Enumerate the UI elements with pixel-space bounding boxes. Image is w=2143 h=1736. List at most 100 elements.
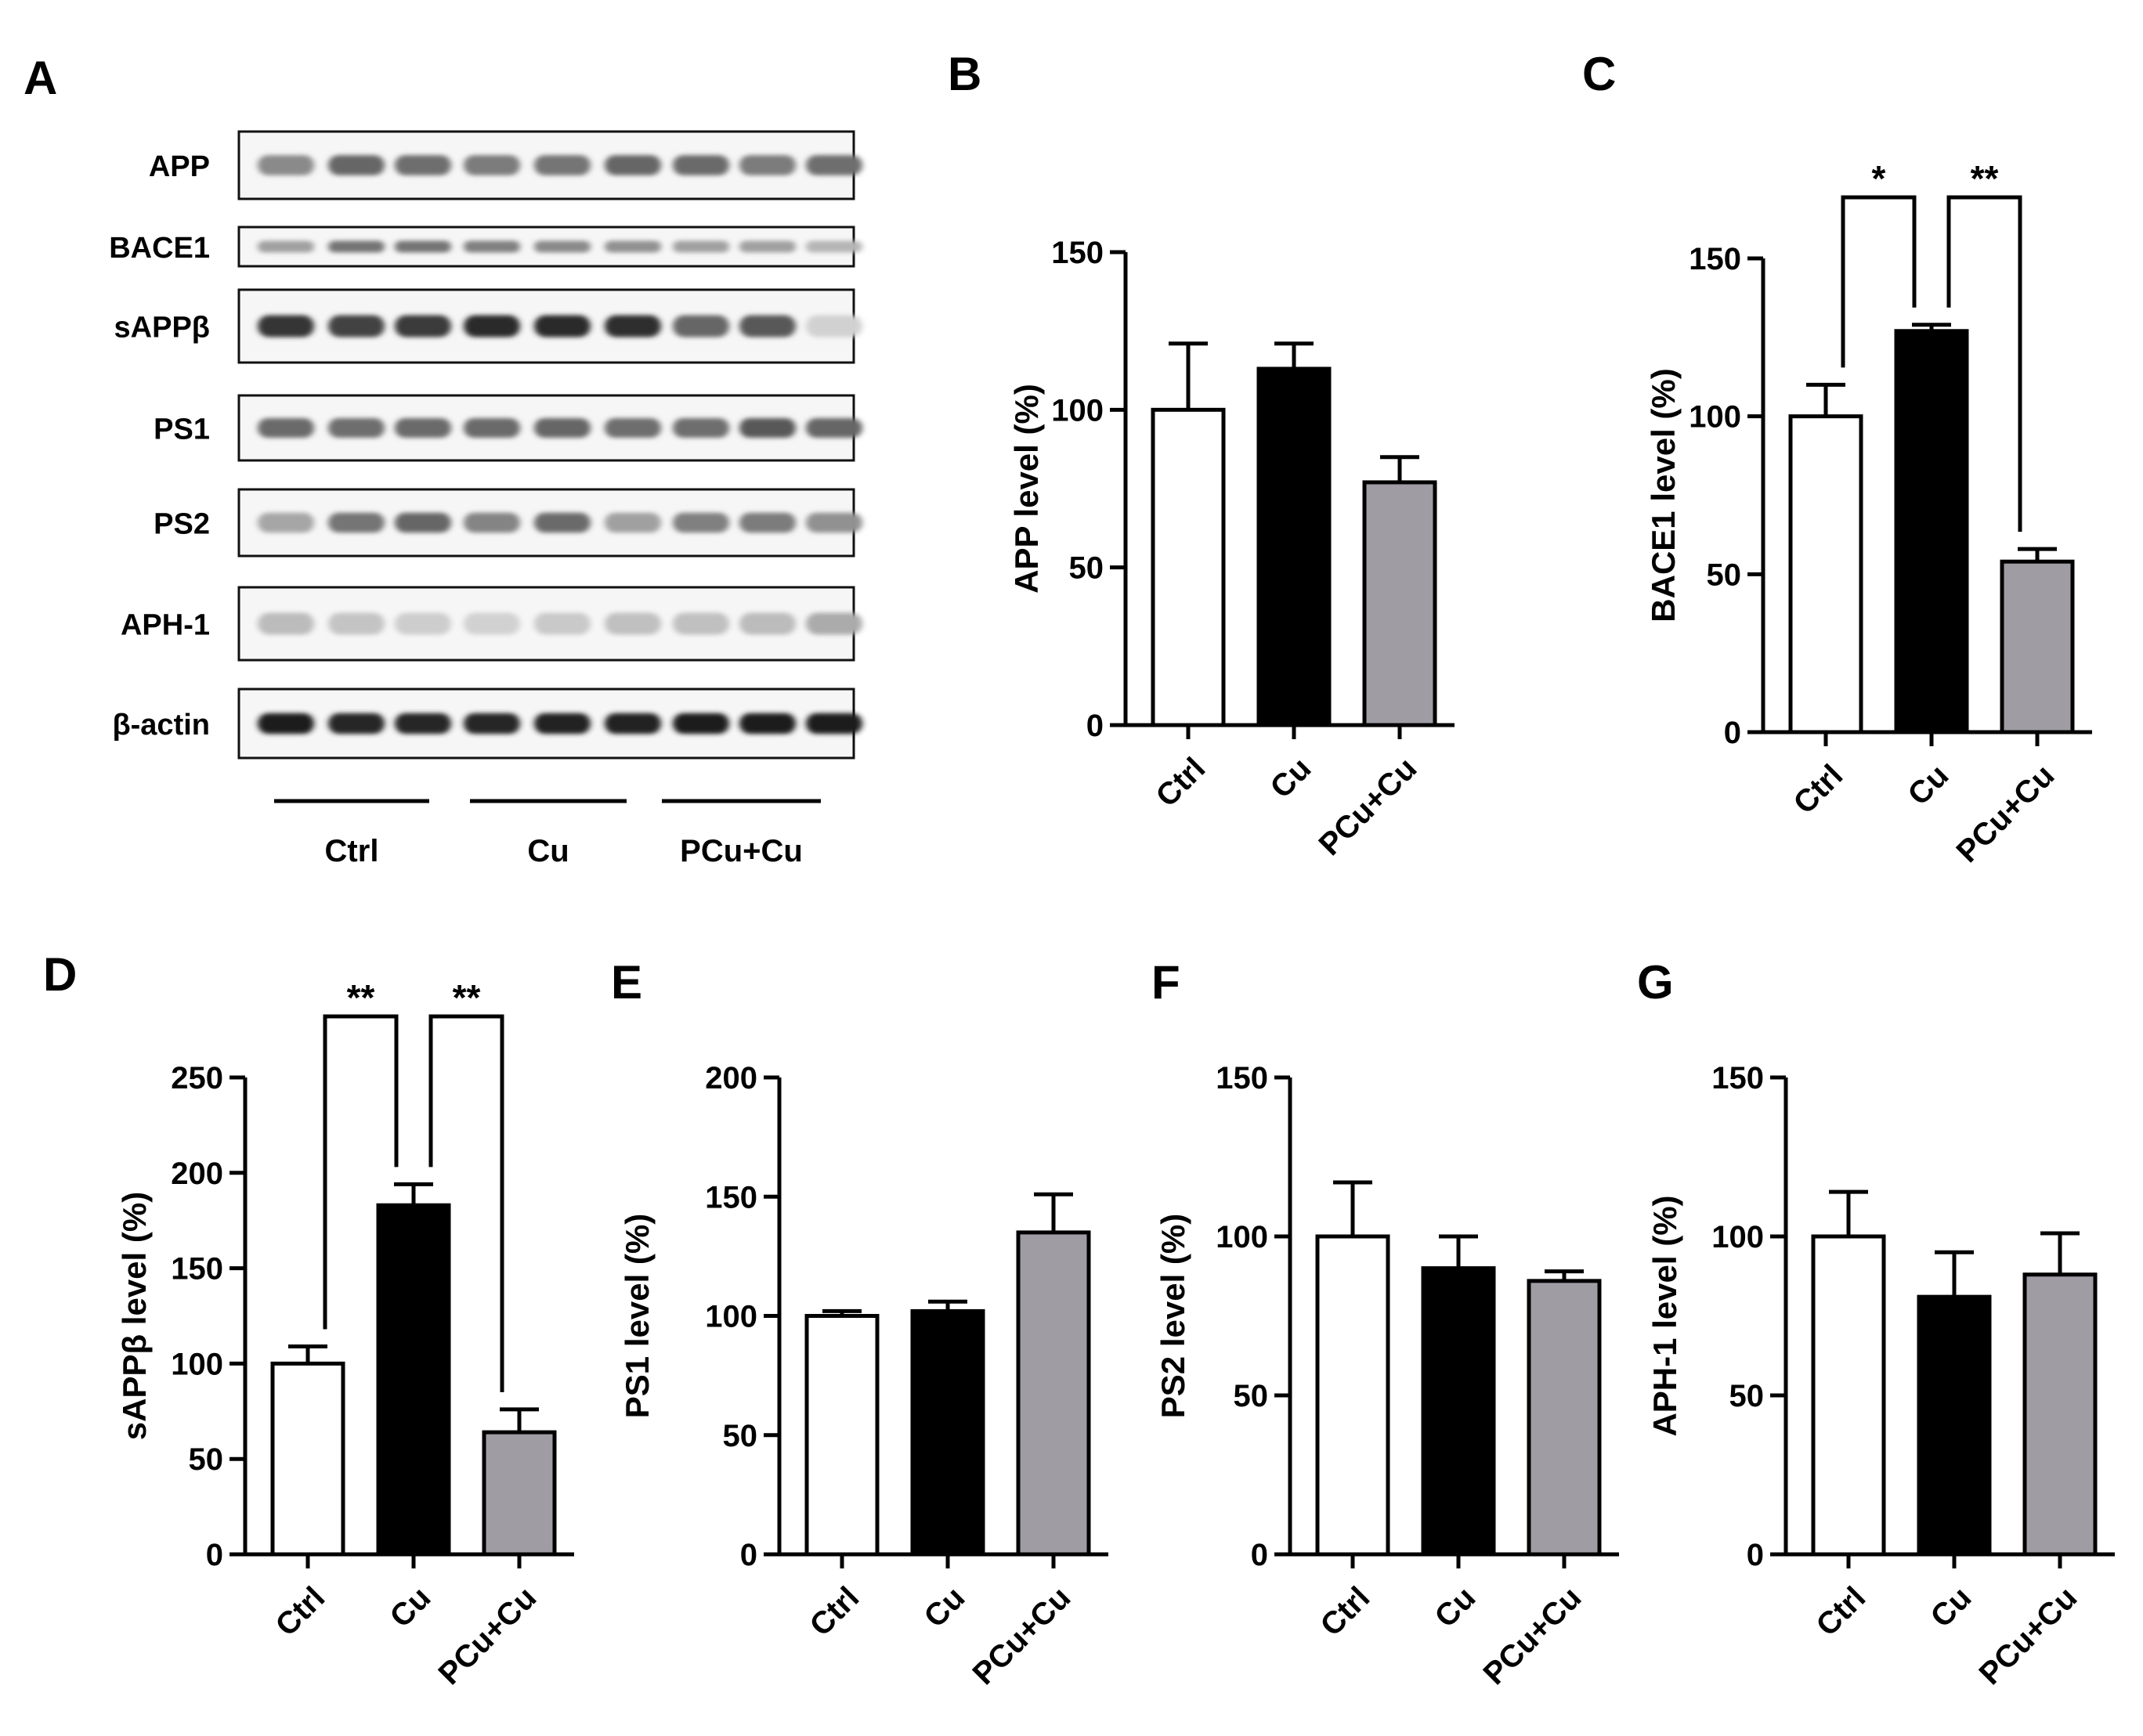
- blot-row-3: PS1: [154, 394, 862, 462]
- y-tick-label: 250: [171, 1061, 223, 1095]
- blot-band: [739, 713, 796, 734]
- bar-pcu-cu: [482, 1430, 557, 1557]
- blot-band: [258, 418, 314, 438]
- bar-ctrl: [270, 1361, 345, 1557]
- x-tick-label: Ctrl: [1314, 1580, 1377, 1643]
- blot-band: [605, 612, 661, 635]
- y-tick-label: 0: [206, 1538, 223, 1572]
- panel-letter-f: F: [1151, 956, 1180, 1009]
- y-tick-label: 150: [1216, 1061, 1268, 1095]
- blot-band: [673, 418, 729, 438]
- blot-band: [464, 155, 520, 175]
- x-tick-label: PCu+Cu: [1972, 1580, 2083, 1691]
- blot-band: [673, 240, 729, 253]
- blot-band: [534, 512, 591, 533]
- y-tick-label: 200: [705, 1061, 757, 1095]
- blot-band: [605, 512, 661, 533]
- blot-band: [605, 155, 661, 175]
- blot-band: [395, 315, 451, 337]
- blot-band: [739, 315, 796, 337]
- panel-letter-b: B: [948, 48, 981, 100]
- x-tick-label: Cu: [1429, 1580, 1483, 1634]
- y-tick-label: 100: [1689, 400, 1741, 435]
- blot-band: [673, 612, 729, 635]
- blot-label: β-actin: [112, 709, 210, 742]
- x-tick-label: Cu: [1264, 751, 1318, 805]
- significance-label: **: [453, 977, 481, 1018]
- y-tick-label: 150: [1051, 236, 1104, 270]
- blot-row-1: BACE1: [109, 226, 862, 268]
- y-axis-label: PS2 level (%): [1155, 1214, 1191, 1418]
- y-tick-label: 0: [740, 1538, 757, 1572]
- blot-label: APH-1: [121, 609, 210, 642]
- bar-cu: [1256, 366, 1332, 727]
- blot-row-4: PS2: [154, 488, 862, 558]
- significance-bracket: [1946, 195, 2022, 532]
- x-tick-label: PCu+Cu: [966, 1580, 1077, 1691]
- y-tick-label: 150: [171, 1252, 223, 1287]
- blot-band: [464, 418, 520, 438]
- blot-band: [605, 713, 661, 734]
- blot-band: [673, 155, 729, 175]
- y-tick-label: 50: [723, 1419, 758, 1453]
- x-tick-label: PCu+Cu: [432, 1580, 543, 1691]
- blot-band: [258, 155, 314, 175]
- y-tick-label: 200: [171, 1157, 223, 1191]
- blot-band: [806, 713, 862, 734]
- blot-row-5: APH-1: [121, 586, 862, 662]
- blot-label: PS1: [154, 413, 210, 446]
- blot-band: [464, 512, 520, 533]
- y-tick-label: 150: [705, 1180, 757, 1214]
- panel-letter-g: G: [1637, 956, 1674, 1009]
- y-axis-label: BACE1 level (%): [1645, 368, 1682, 622]
- y-axis-label: PS1 level (%): [619, 1214, 656, 1418]
- bar-ctrl: [1811, 1234, 1886, 1557]
- blot-band: [328, 713, 385, 734]
- blot-band: [739, 240, 796, 253]
- bar-pcu-cu: [1016, 1230, 1091, 1557]
- y-tick-label: 0: [1747, 1538, 1764, 1572]
- blot-band: [395, 713, 451, 734]
- blot-band: [258, 713, 314, 734]
- blot-band: [464, 612, 520, 635]
- x-tick-label: Cu: [1924, 1580, 1979, 1634]
- blot-band: [328, 512, 385, 533]
- blot-band: [673, 512, 729, 533]
- y-tick-label: 100: [1051, 393, 1104, 428]
- x-tick-label: Cu: [1902, 758, 1956, 812]
- panel-letter-d: D: [43, 948, 77, 1001]
- bar-ctrl: [804, 1314, 880, 1557]
- bar-cu: [376, 1203, 451, 1557]
- blot-band: [673, 315, 729, 337]
- y-tick-label: 50: [189, 1442, 224, 1477]
- blot-band: [806, 155, 862, 175]
- panel-letter-c: C: [1582, 48, 1616, 100]
- y-axis-label: APH-1 level (%): [1646, 1195, 1683, 1436]
- group-label: Ctrl: [325, 834, 379, 868]
- bar-ctrl: [1788, 414, 1863, 734]
- x-tick-label: PCu+Cu: [1312, 751, 1423, 862]
- y-tick-label: 50: [1729, 1379, 1765, 1413]
- blot-band: [534, 315, 591, 337]
- blot-band: [328, 315, 385, 337]
- blot-band: [395, 155, 451, 175]
- blot-band: [258, 315, 314, 337]
- blot-band: [739, 418, 796, 438]
- significance-label: **: [1971, 158, 1999, 199]
- bar-pcu-cu: [1362, 480, 1437, 727]
- blot-band: [605, 315, 661, 337]
- x-tick-label: Ctrl: [1150, 751, 1212, 814]
- bar-pcu-cu: [1527, 1279, 1602, 1557]
- x-tick-label: PCu+Cu: [1476, 1580, 1588, 1691]
- blot-band: [605, 418, 661, 438]
- blot-label: PS2: [154, 508, 210, 541]
- bar-cu: [1894, 329, 1969, 734]
- significance-label: *: [1872, 158, 1886, 199]
- blot-band: [258, 240, 314, 253]
- significance-bracket: [1841, 195, 1917, 368]
- x-tick-label: Ctrl: [1810, 1580, 1873, 1643]
- y-tick-label: 100: [1216, 1220, 1268, 1254]
